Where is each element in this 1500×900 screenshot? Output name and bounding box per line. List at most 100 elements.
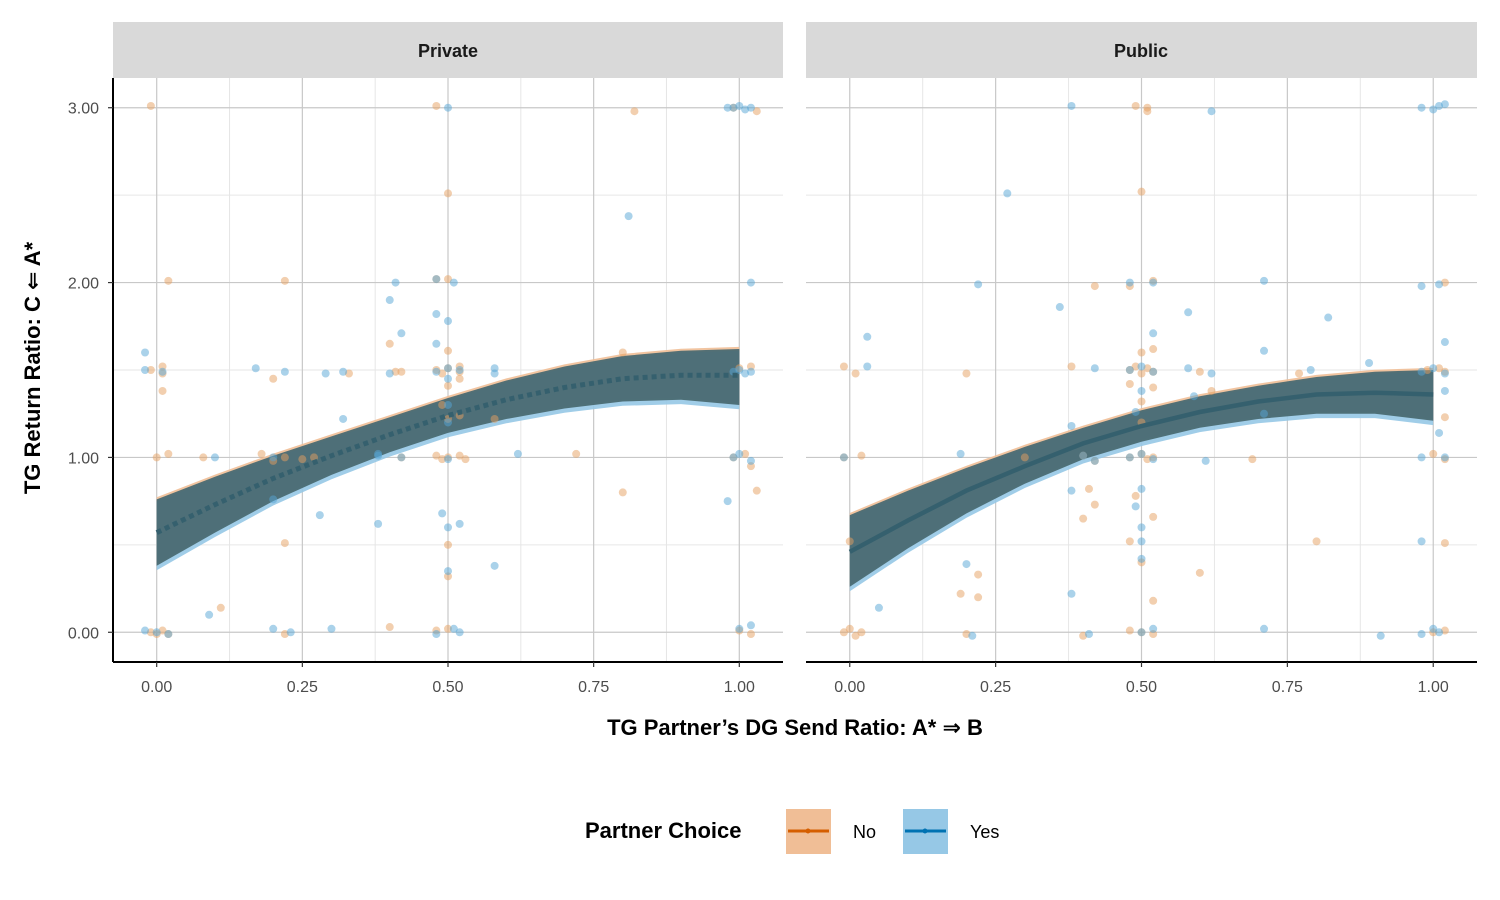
point-yes	[374, 519, 383, 528]
y-tick-label: 0.00	[68, 625, 99, 642]
legend-label-no: No	[853, 822, 876, 842]
point-yes	[746, 278, 755, 287]
point-no	[1125, 626, 1134, 635]
point-no	[741, 449, 750, 458]
point-yes	[1435, 280, 1444, 289]
point-yes	[152, 628, 161, 637]
strip-private-bg	[113, 22, 783, 78]
point-no	[164, 276, 173, 285]
point-yes	[1417, 537, 1426, 546]
point-yes	[1003, 189, 1012, 198]
point-yes	[1440, 453, 1449, 462]
point-no	[444, 346, 452, 355]
point-no	[1429, 449, 1438, 458]
point-yes	[1131, 502, 1140, 511]
panel-private: Private 0.00 0.25 0.50 0.75 1.00 0.00 1.00 2.00…	[68, 22, 783, 696]
panel-public-points	[839, 100, 1449, 640]
point-no	[1149, 596, 1158, 605]
x-tick-label: 0.50	[1126, 679, 1157, 696]
point-no	[461, 455, 470, 464]
point-yes	[1149, 367, 1158, 376]
point-yes	[1201, 456, 1210, 465]
x-tick-label: 0.75	[1272, 679, 1303, 696]
point-yes	[1090, 456, 1099, 465]
point-yes	[1055, 303, 1064, 312]
point-no	[851, 369, 860, 378]
point-no	[752, 486, 761, 495]
x-tick-label: 0.50	[432, 679, 463, 696]
point-yes	[1190, 392, 1199, 401]
point-no	[1020, 453, 1029, 462]
point-no	[444, 275, 452, 284]
panel-private-axes: 0.00 0.25 0.50 0.75 1.00 0.00 1.00 2.00 3.00	[68, 78, 783, 696]
point-no	[962, 369, 971, 378]
point-yes	[1125, 278, 1134, 287]
point-no	[1207, 386, 1216, 395]
point-yes	[432, 630, 441, 639]
legend-label-yes: Yes	[970, 822, 999, 842]
point-yes	[729, 453, 738, 462]
point-no	[746, 630, 755, 639]
point-yes	[444, 523, 452, 532]
point-yes	[1125, 366, 1134, 374]
point-yes	[1137, 523, 1146, 532]
point-yes	[1149, 624, 1158, 633]
point-yes	[1440, 338, 1449, 347]
point-yes	[1084, 630, 1093, 639]
x-tick-label: 0.00	[834, 679, 865, 696]
point-yes	[251, 364, 260, 373]
x-tick-label: 0.25	[980, 679, 1011, 696]
point-yes	[723, 103, 732, 112]
strip-private-label: Private	[418, 41, 478, 61]
point-yes	[444, 103, 452, 112]
point-no	[1084, 484, 1093, 493]
point-yes	[1365, 359, 1374, 368]
point-yes	[1137, 386, 1146, 395]
point-yes	[1131, 407, 1140, 416]
point-yes	[432, 339, 441, 348]
point-no	[839, 628, 848, 637]
point-yes	[1125, 453, 1134, 462]
point-yes	[962, 560, 971, 569]
point-yes	[1440, 386, 1449, 395]
point-no	[444, 189, 452, 198]
point-no	[851, 631, 860, 640]
point-yes	[374, 449, 383, 458]
point-no	[280, 539, 289, 548]
point-no	[1090, 282, 1099, 291]
panel-public: Public 0.00 0.25 0.50 0.75 1.00	[806, 22, 1477, 696]
legend-title: Partner Choice	[585, 818, 742, 843]
point-yes	[1137, 554, 1146, 563]
point-yes	[1137, 362, 1146, 371]
point-yes	[1137, 628, 1146, 637]
y-tick-label: 3.00	[68, 101, 99, 118]
point-yes	[315, 511, 324, 520]
point-no	[158, 386, 167, 395]
point-yes	[839, 453, 848, 462]
x-tick-label: 1.00	[1418, 679, 1449, 696]
point-no	[974, 570, 983, 579]
point-yes	[1207, 369, 1216, 378]
point-yes	[1137, 449, 1146, 458]
point-yes	[1137, 537, 1146, 546]
point-no	[199, 453, 208, 462]
point-yes	[1417, 103, 1426, 112]
point-yes	[1306, 366, 1315, 374]
point-no	[845, 537, 854, 546]
point-no	[1248, 455, 1257, 464]
point-yes	[397, 329, 406, 338]
point-yes	[1079, 451, 1088, 460]
point-yes	[432, 275, 441, 284]
panel-private-confidence-band	[156, 346, 740, 571]
point-yes	[449, 278, 458, 287]
point-yes	[956, 449, 965, 458]
legend-entry-yes: Yes	[903, 809, 999, 854]
point-yes	[741, 369, 750, 378]
strip-public-label: Public	[1114, 41, 1168, 61]
point-yes	[1440, 100, 1449, 109]
point-yes	[269, 453, 278, 462]
point-yes	[490, 561, 499, 570]
strip-public-bg	[806, 22, 1477, 78]
point-yes	[455, 366, 464, 374]
point-yes	[210, 453, 219, 462]
